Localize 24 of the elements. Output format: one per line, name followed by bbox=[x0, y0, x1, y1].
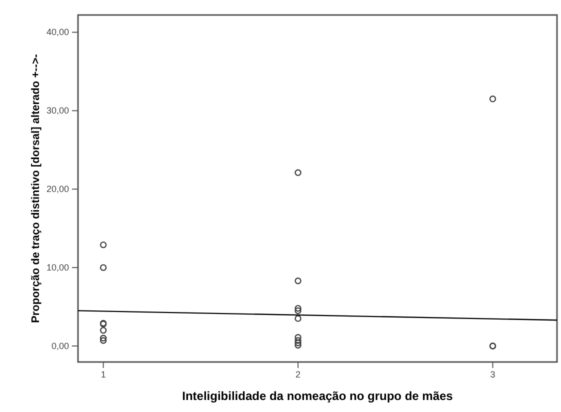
point bbox=[294, 315, 302, 322]
x-tick-label: 2 bbox=[296, 369, 301, 380]
y-tick-label: 0,00 bbox=[51, 340, 69, 351]
y-axis-title: Proporção de traço distintivo [dorsal] alterado +-->- bbox=[30, 54, 42, 323]
y-tick-label: 30,00 bbox=[46, 106, 69, 116]
y-tick-label: 20,00 bbox=[46, 184, 69, 194]
y-tick-label: 10,00 bbox=[46, 262, 69, 272]
x-tick-label: 1 bbox=[100, 369, 106, 380]
point bbox=[294, 307, 302, 314]
y-tick-label: 40,00 bbox=[46, 27, 69, 38]
point bbox=[100, 264, 107, 271]
point bbox=[294, 169, 302, 176]
point bbox=[294, 337, 302, 344]
point bbox=[100, 337, 107, 344]
point bbox=[100, 241, 107, 248]
point bbox=[100, 334, 107, 342]
x-axis-title: Inteligibilidade da nomeação no grupo de mães bbox=[182, 389, 454, 403]
point bbox=[489, 96, 496, 102]
point bbox=[294, 304, 302, 312]
point bbox=[294, 278, 302, 284]
x-tick-label: 3 bbox=[490, 369, 496, 380]
point bbox=[100, 326, 107, 334]
point bbox=[294, 340, 302, 346]
point bbox=[294, 334, 302, 341]
